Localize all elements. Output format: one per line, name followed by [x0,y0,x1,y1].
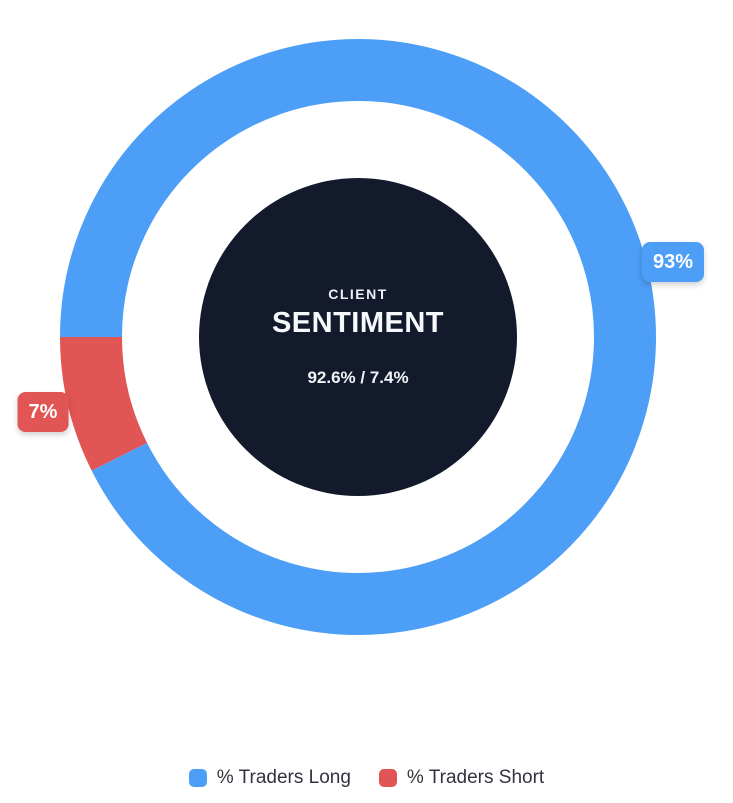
center-title-large: SENTIMENT [271,307,445,339]
legend-swatch-long-icon [188,769,207,787]
slice-callout-short: 7% [17,392,69,432]
legend-label-long: % Traders Long [216,767,351,788]
center-ratio-value: 92.6% / 7.4% [307,368,409,387]
legend-label-short: % Traders Short [406,767,545,788]
legend-swatch-short-icon [378,769,397,787]
legend-item-traders-short[interactable]: % Traders Short [378,760,545,796]
center-title-small: CLIENT [328,286,388,302]
slice-callout-long: 93% [641,242,705,282]
legend-item-traders-long[interactable]: % Traders Long [188,760,351,796]
sentiment-center-disc: CLIENT SENTIMENT 92.6% / 7.4% [199,178,517,496]
donut-segment-short[interactable] [60,336,148,471]
donut-chart [60,39,656,635]
donut-segment-long[interactable] [60,39,656,635]
chart-legend: % Traders Long % Traders Short [0,760,733,796]
